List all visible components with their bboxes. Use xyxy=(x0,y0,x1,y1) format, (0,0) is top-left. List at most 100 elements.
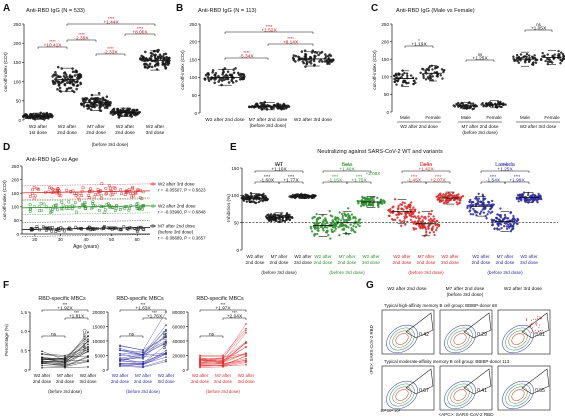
panel-d-point xyxy=(68,205,72,208)
panel-d-point xyxy=(67,207,71,210)
panel-e-point xyxy=(380,202,384,205)
text-line: 200 xyxy=(13,41,21,46)
panel-a-point xyxy=(72,83,76,87)
panel-e-point xyxy=(429,217,432,221)
panel-e-point xyxy=(417,215,420,218)
text-line: W2 after xyxy=(472,254,490,259)
panel-f: RBD-specific MBCs 0 0.5 1.0 1.5 Percentage (%… xyxy=(4,296,255,394)
panel-c-fold-change: +1.25X xyxy=(472,55,488,61)
panel-e-x-label: W2 after 3rd dose xyxy=(441,254,459,265)
text-line: +1.75X xyxy=(351,177,367,183)
text-line: 250 xyxy=(381,22,389,27)
panel-b-point xyxy=(242,76,246,79)
panel-e-point xyxy=(490,206,494,209)
panel-b-point xyxy=(294,54,298,58)
panel-e-point xyxy=(487,203,491,206)
panel-f-point xyxy=(87,340,89,343)
panel-d-legend-series: M7 after 2nd dose (before 3rd dose) xyxy=(158,224,195,235)
text-line: +10.41X xyxy=(43,42,62,48)
panel-b-point xyxy=(220,77,223,80)
panel-e-point xyxy=(341,214,344,218)
panel-a-point xyxy=(146,63,149,67)
panel-b-sig-stars: **** xyxy=(243,50,250,55)
panel-e-point xyxy=(387,214,391,217)
text-line: -2.33X xyxy=(103,49,118,55)
panel-f-x-label: M7 after 2nd dose xyxy=(214,373,233,384)
panel-a-point xyxy=(39,116,42,119)
panel-e-point xyxy=(498,228,501,231)
panel-c-point xyxy=(528,59,531,62)
panel-a-y-label: cut-off-index (COI) xyxy=(3,52,9,92)
panel-f-point xyxy=(165,360,167,363)
panel-d-point xyxy=(57,193,61,197)
text-line: Percentage (%) xyxy=(4,324,9,356)
panel-a-point xyxy=(109,112,113,115)
panel-f-point xyxy=(222,356,224,359)
text-line: *** xyxy=(74,310,79,315)
text-line: **** xyxy=(423,163,430,168)
panel-e-point xyxy=(317,222,320,225)
panel-e-point xyxy=(261,194,264,198)
text-line: W2 after xyxy=(362,254,380,259)
panel-e-point xyxy=(361,202,365,205)
panel-d-legend-stat: r = -0.05507, P = 0.5623 xyxy=(158,188,206,193)
panel-f-point xyxy=(64,354,66,357)
panel-c-sex-label: Male xyxy=(461,115,471,120)
panel-e-point xyxy=(418,217,422,220)
text-line: -2.39X xyxy=(74,35,89,41)
panel-d-point xyxy=(59,194,63,198)
panel-a-point xyxy=(69,86,73,90)
panel-e-point xyxy=(528,199,531,202)
panel-c-point xyxy=(534,57,537,61)
text-line: 150 xyxy=(13,60,21,65)
panel-e-fold-change: +1.10X xyxy=(271,166,287,172)
panel-e-sig-stars: **** xyxy=(411,174,418,179)
panel-g-event-dot xyxy=(532,319,534,321)
panel-d-ci-line xyxy=(21,183,151,187)
panel-e-title: Neutralizing against SARS-CoV-2 WT and v… xyxy=(317,149,443,155)
panel-a-point xyxy=(102,104,105,107)
panel-c-point xyxy=(527,54,531,57)
panel-c-point xyxy=(544,59,547,63)
text-line: A xyxy=(3,3,10,14)
panel-d-y-tick-label: 250 xyxy=(11,164,19,169)
panel-e-point xyxy=(427,212,431,215)
text-line: 2nd dose xyxy=(115,130,135,136)
text-line: Lambda xyxy=(495,162,514,168)
panel-b-point xyxy=(229,73,232,77)
panel-a-sig-stars: **** xyxy=(78,32,85,37)
panel-c-point xyxy=(488,104,492,108)
text-line: 2nd dose xyxy=(314,260,333,265)
panel-a-point xyxy=(138,110,141,114)
panel-c-point xyxy=(561,52,565,56)
panel-g-event-dot xyxy=(539,324,541,326)
panel-f-point xyxy=(199,361,201,363)
panel-d-point xyxy=(113,191,117,195)
text-line: 2nd dose xyxy=(496,260,515,265)
panel-a-point xyxy=(102,97,105,101)
panel-f-point xyxy=(41,350,43,353)
panel-a-point xyxy=(133,113,137,116)
panel-f-y-tick-label: 0 xyxy=(102,368,105,373)
panel-d-point xyxy=(106,202,110,206)
panel-a-point xyxy=(78,74,81,77)
text-line: W2 after xyxy=(441,254,459,259)
panel-f-point xyxy=(41,353,43,355)
text-line: (before 3rd dose) xyxy=(48,389,82,394)
panel-e-point xyxy=(511,217,515,220)
panel-a-point xyxy=(159,57,162,60)
panel-g-x-label: <APC>: SARS-CoV-2 RBD xyxy=(438,412,494,417)
panel-f-point xyxy=(119,363,121,365)
panel-e-point xyxy=(357,219,360,223)
text-line: W2 after xyxy=(314,254,332,259)
text-line: **** xyxy=(49,39,56,44)
panel-e-point xyxy=(447,191,450,195)
panel-e-point xyxy=(354,231,357,234)
panel-d-point xyxy=(54,206,57,210)
panel-a-point xyxy=(68,81,72,84)
panel-d-point xyxy=(141,207,144,211)
panel-e-point xyxy=(508,225,511,228)
panel-e-point xyxy=(427,215,430,218)
panel-a-point xyxy=(53,81,56,84)
panel-e-sig-stars: **** xyxy=(502,163,509,168)
